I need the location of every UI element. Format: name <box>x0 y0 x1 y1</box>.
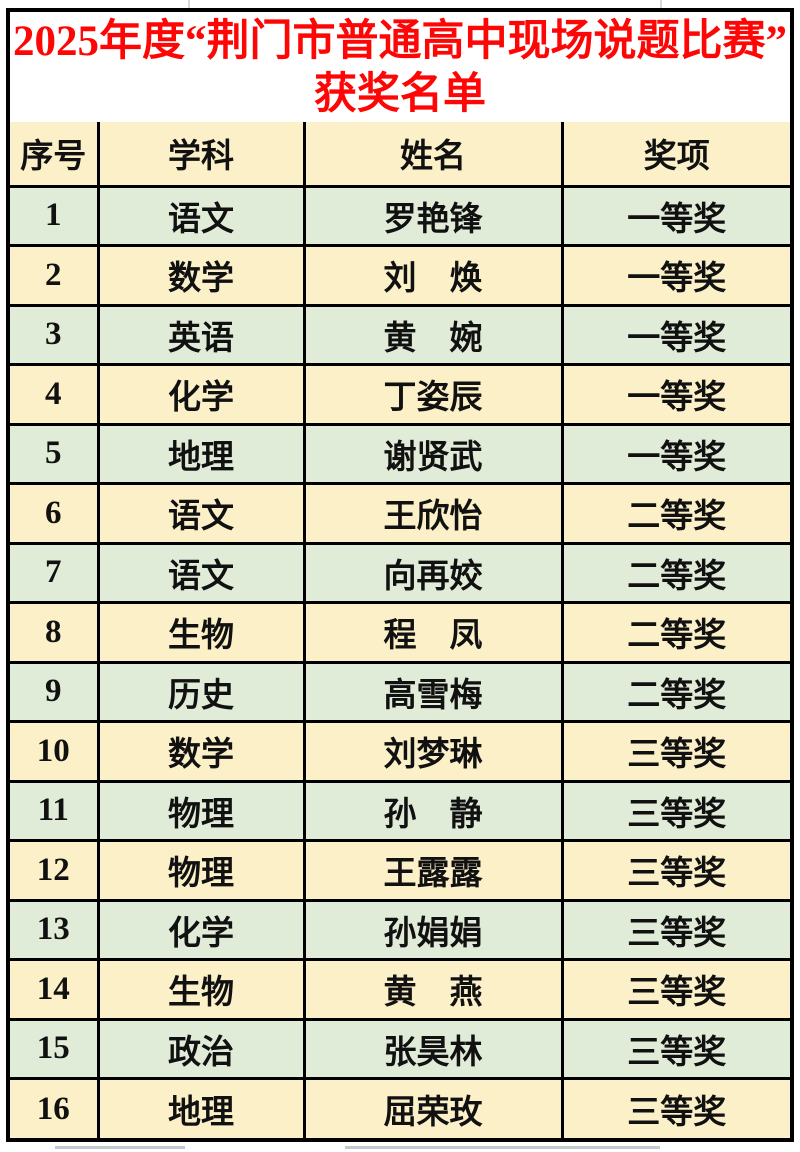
cell-award: 三等奖 <box>560 1077 790 1138</box>
header-cell-no: 序号 <box>10 122 100 188</box>
cell-name: 张昊林 <box>302 1017 564 1080</box>
header-cell-subject: 学科 <box>96 122 306 188</box>
cell-award: 一等奖 <box>560 184 790 247</box>
cell-subject: 语文 <box>96 482 306 545</box>
title-line-2: 获奖名单 <box>314 71 486 118</box>
table-row: 13 化学 孙娟娟 三等奖 <box>10 898 790 961</box>
cell-award: 二等奖 <box>560 601 790 664</box>
cell-award: 一等奖 <box>560 303 790 366</box>
cell-name: 孙娟娟 <box>302 898 564 961</box>
cell-name: 孙 静 <box>302 779 564 842</box>
title-line-1: 2025年度“荆门市普通高中现场说题比赛” <box>13 18 787 65</box>
cell-subject: 地理 <box>96 422 306 485</box>
award-table: 序号 学科 姓名 奖项 1 语文 罗艳锋 一等奖 2 数学刘 焕一等奖 3 英语黄 婉一等奖 4… <box>10 122 790 1138</box>
cell-name: 程 凤 <box>302 601 564 664</box>
cell-name: 刘梦琳 <box>302 720 564 783</box>
cell-subject: 政治 <box>96 1017 306 1080</box>
table-row: 11 物理孙 静三等奖 <box>10 779 790 842</box>
cell-no: 16 <box>10 1077 100 1138</box>
header-cell-name: 姓名 <box>302 122 564 188</box>
gridline-remnant <box>345 1146 660 1149</box>
table-row: 5 地理 谢贤武 一等奖 <box>10 422 790 485</box>
cell-award: 三等奖 <box>560 958 790 1021</box>
cell-name: 丁姿辰 <box>302 363 564 426</box>
cell-subject: 物理 <box>96 839 306 902</box>
cell-subject: 化学 <box>96 898 306 961</box>
cell-name: 向再姣 <box>302 541 564 604</box>
cell-name: 屈荣玫 <box>302 1077 564 1138</box>
table-header: 序号 学科 姓名 奖项 <box>10 122 790 188</box>
cell-name: 王露露 <box>302 839 564 902</box>
cell-award: 一等奖 <box>560 363 790 426</box>
header-row: 序号 学科 姓名 奖项 <box>10 122 790 188</box>
cell-award: 三等奖 <box>560 720 790 783</box>
cell-subject: 历史 <box>96 660 306 723</box>
cell-no: 3 <box>10 303 100 366</box>
table-row: 4 化学 丁姿辰 一等奖 <box>10 363 790 426</box>
cell-no: 11 <box>10 779 100 842</box>
cell-name: 黄 婉 <box>302 303 564 366</box>
gridline-remnant <box>55 1146 185 1149</box>
table-row: 12 物理 王露露 三等奖 <box>10 839 790 902</box>
gridline-remnant <box>188 0 190 8</box>
cell-no: 5 <box>10 422 100 485</box>
table-row: 9 历史 高雪梅 二等奖 <box>10 660 790 723</box>
table-row: 1 语文 罗艳锋 一等奖 <box>10 184 790 247</box>
cell-name: 黄 燕 <box>302 958 564 1021</box>
cell-subject: 数学 <box>96 244 306 307</box>
cell-no: 4 <box>10 363 100 426</box>
cell-no: 13 <box>10 898 100 961</box>
cell-award: 三等奖 <box>560 779 790 842</box>
table-row: 15 政治 张昊林 三等奖 <box>10 1017 790 1080</box>
cell-subject: 物理 <box>96 779 306 842</box>
cell-subject: 语文 <box>96 184 306 247</box>
cell-award: 二等奖 <box>560 541 790 604</box>
cell-award: 二等奖 <box>560 660 790 723</box>
table-row: 16 地理 屈荣玫 三等奖 <box>10 1077 790 1138</box>
cell-award: 三等奖 <box>560 1017 790 1080</box>
cell-no: 10 <box>10 720 100 783</box>
cell-name: 刘 焕 <box>302 244 564 307</box>
table-row: 3 英语黄 婉一等奖 <box>10 303 790 366</box>
cell-no: 9 <box>10 660 100 723</box>
table-body: 1 语文 罗艳锋 一等奖 2 数学刘 焕一等奖 3 英语黄 婉一等奖 4 化学 丁姿辰 一等奖 5 地理谢… <box>10 184 790 1138</box>
cell-award: 三等奖 <box>560 898 790 961</box>
cell-no: 15 <box>10 1017 100 1080</box>
cell-award: 二等奖 <box>560 482 790 545</box>
cell-award: 三等奖 <box>560 839 790 902</box>
cell-no: 7 <box>10 541 100 604</box>
table-row: 7 语文 向再姣 二等奖 <box>10 541 790 604</box>
cell-no: 1 <box>10 184 100 247</box>
cell-no: 6 <box>10 482 100 545</box>
cell-no: 8 <box>10 601 100 664</box>
cell-subject: 化学 <box>96 363 306 426</box>
header-cell-award: 奖项 <box>560 122 790 188</box>
gridline-remnant <box>660 0 662 8</box>
page-title: 2025年度“荆门市普通高中现场说题比赛” 获奖名单 <box>10 12 790 122</box>
table-row: 10 数学 刘梦琳 三等奖 <box>10 720 790 783</box>
award-table-frame: 2025年度“荆门市普通高中现场说题比赛” 获奖名单 序号 学科 姓名 奖项 1… <box>6 8 794 1142</box>
cell-subject: 地理 <box>96 1077 306 1138</box>
cell-no: 14 <box>10 958 100 1021</box>
cell-no: 12 <box>10 839 100 902</box>
table-row: 2 数学刘 焕一等奖 <box>10 244 790 307</box>
cell-award: 一等奖 <box>560 422 790 485</box>
cell-subject: 生物 <box>96 958 306 1021</box>
cell-no: 2 <box>10 244 100 307</box>
cell-subject: 生物 <box>96 601 306 664</box>
cell-name: 谢贤武 <box>302 422 564 485</box>
cell-name: 王欣怡 <box>302 482 564 545</box>
cell-award: 一等奖 <box>560 244 790 307</box>
cell-subject: 英语 <box>96 303 306 366</box>
table-row: 6 语文 王欣怡 二等奖 <box>10 482 790 545</box>
cell-name: 罗艳锋 <box>302 184 564 247</box>
table-row: 8 生物程 凤二等奖 <box>10 601 790 664</box>
cell-subject: 语文 <box>96 541 306 604</box>
cell-name: 高雪梅 <box>302 660 564 723</box>
table-row: 14 生物黄 燕三等奖 <box>10 958 790 1021</box>
cell-subject: 数学 <box>96 720 306 783</box>
